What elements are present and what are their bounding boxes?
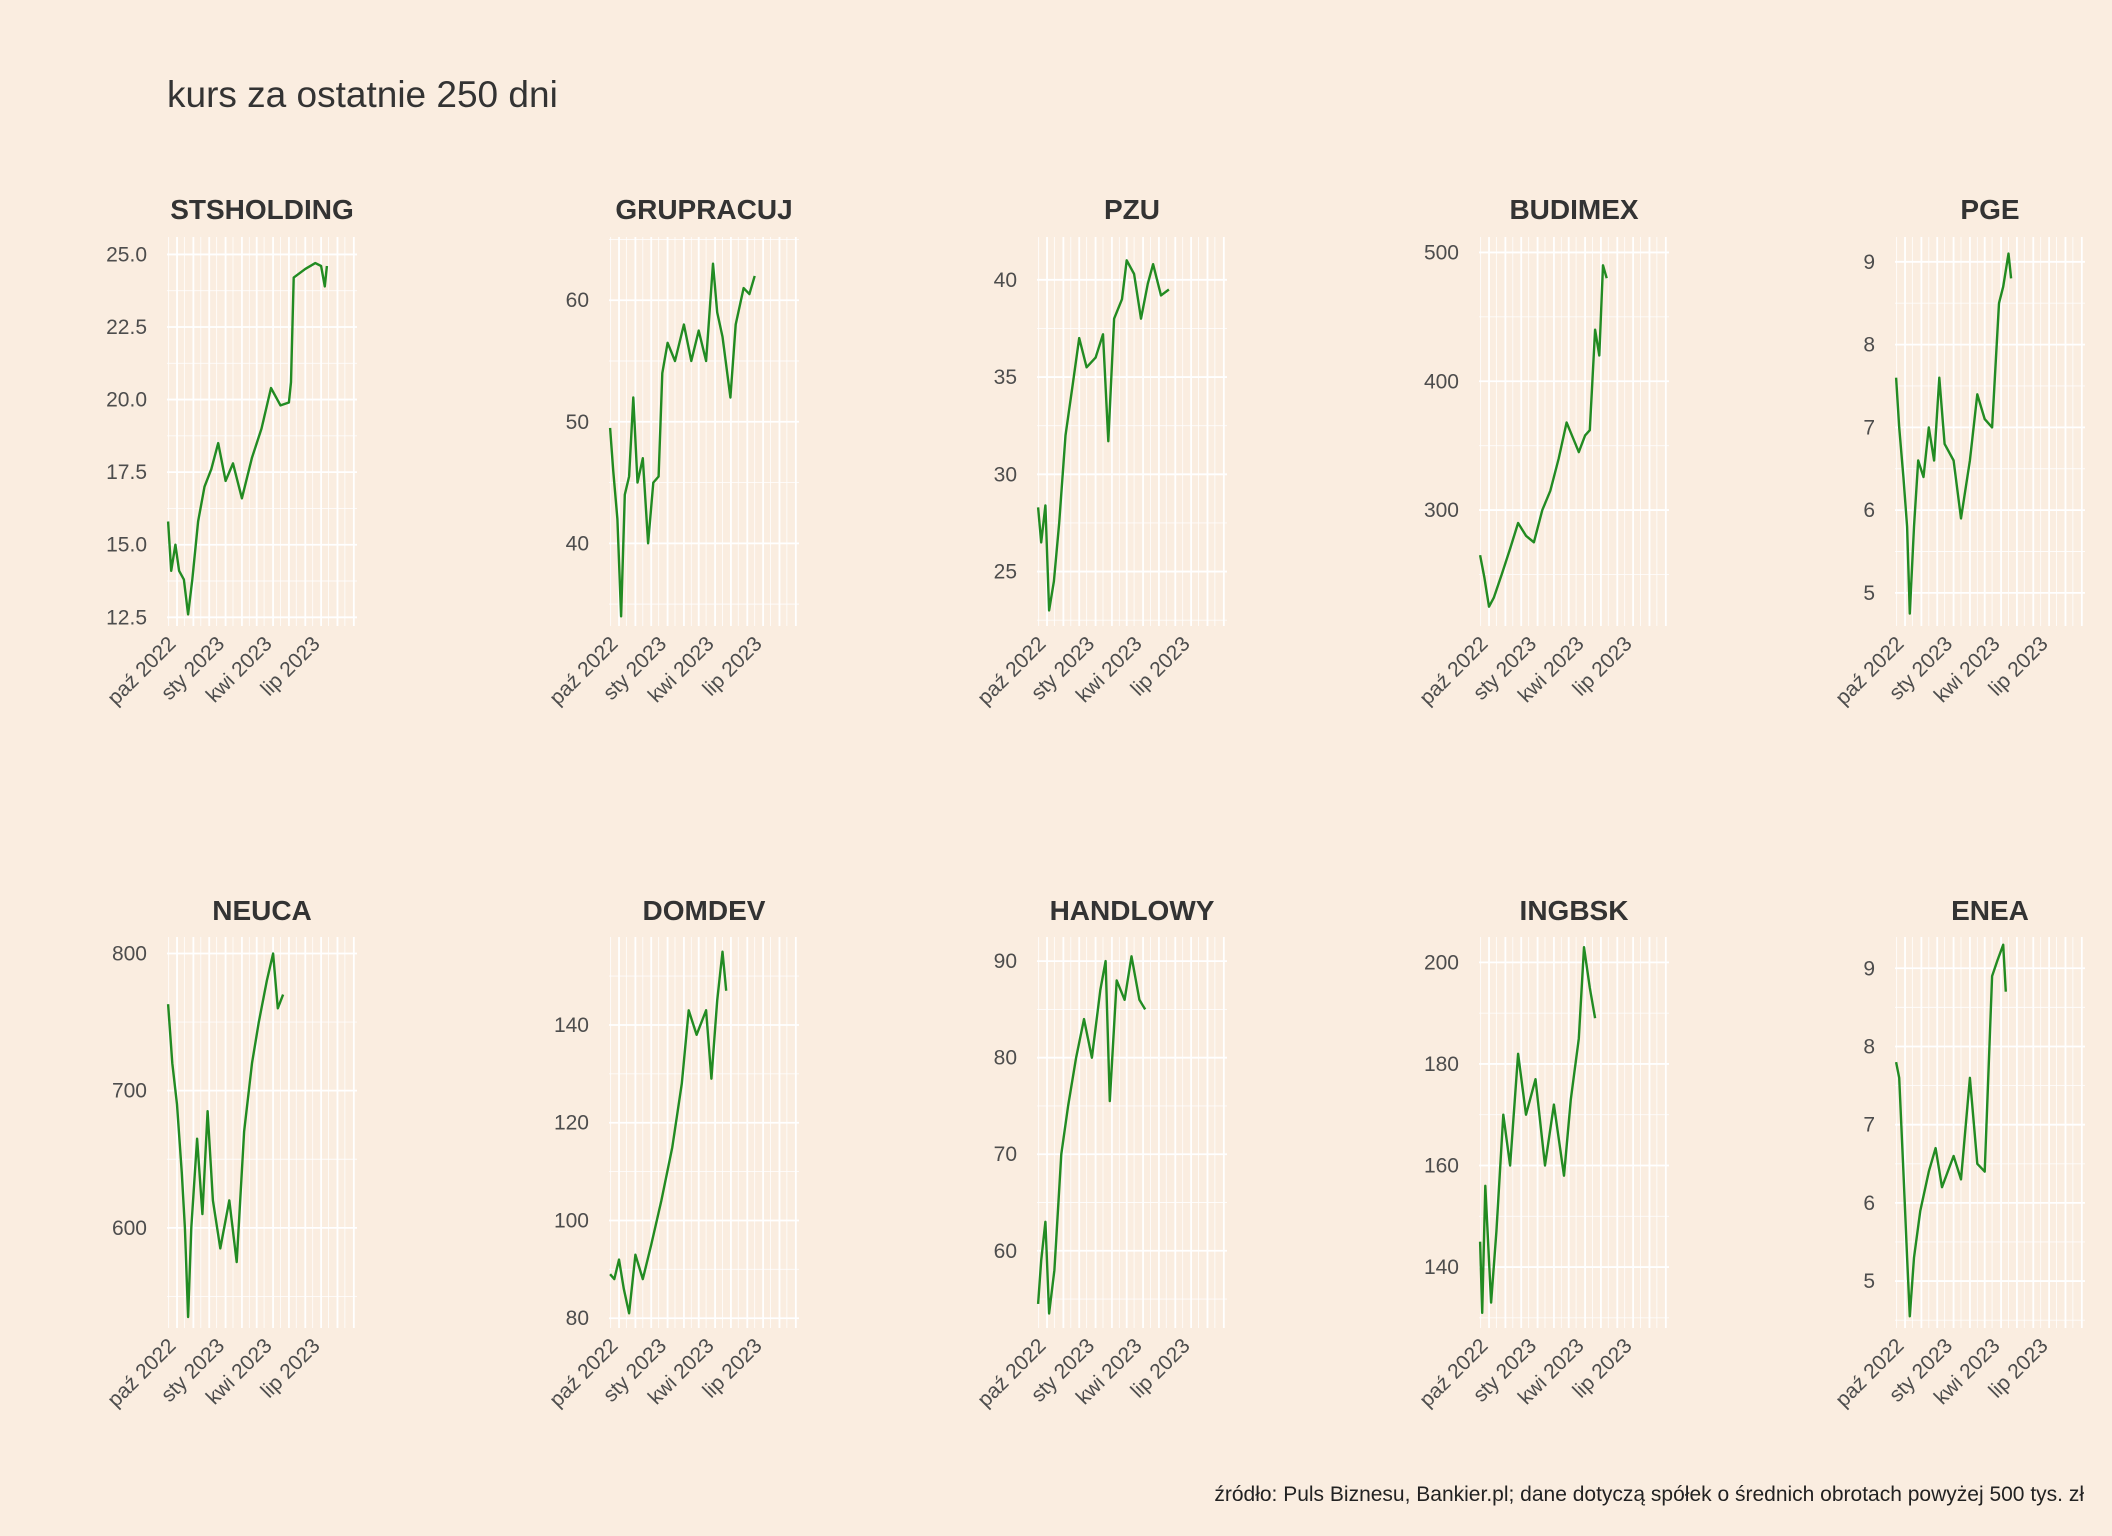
y-tick-label: 180	[1424, 1053, 1459, 1076]
page-title: kurs za ostatnie 250 dni	[167, 74, 558, 115]
y-tick-label: 200	[1424, 951, 1459, 974]
y-tick-label: 80	[994, 1047, 1017, 1070]
facet-title: HANDLOWY	[1050, 895, 1215, 926]
y-tick-label: 25	[994, 561, 1017, 584]
y-tick-label: 15.0	[106, 534, 147, 557]
y-tick-label: 25.0	[106, 243, 147, 266]
y-tick-label: 60	[566, 289, 589, 312]
y-tick-label: 140	[554, 1014, 589, 1037]
price-line	[1894, 252, 2013, 615]
y-tick-label: 400	[1424, 370, 1459, 393]
y-tick-label: 6	[1863, 499, 1875, 522]
y-tick-label: 60	[994, 1240, 1017, 1263]
y-tick-label: 22.5	[106, 316, 147, 339]
facet-title: INGBSK	[1520, 895, 1629, 926]
y-tick-label: 20.0	[106, 389, 147, 412]
facet-title: NEUCA	[212, 895, 312, 926]
y-tick-label: 35	[994, 366, 1017, 389]
y-tick-label: 8	[1863, 334, 1875, 357]
y-tick-label: 100	[554, 1209, 589, 1232]
y-tick-label: 800	[112, 942, 147, 965]
y-tick-label: 40	[994, 269, 1017, 292]
price-line	[166, 261, 329, 616]
price-line	[609, 950, 728, 1315]
source-caption: źródło: Puls Biznesu, Bankier.pl; dane d…	[1214, 1483, 2084, 1506]
y-tick-label: 5	[1863, 582, 1875, 605]
y-tick-label: 40	[566, 532, 589, 555]
y-tick-label: 140	[1424, 1256, 1459, 1279]
y-tick-label: 50	[566, 411, 589, 434]
facet-title: GRUPRACUJ	[615, 194, 792, 225]
y-tick-label: 300	[1424, 499, 1459, 522]
y-tick-label: 7	[1863, 416, 1875, 439]
facet-title: STSHOLDING	[170, 194, 354, 225]
facet-title: BUDIMEX	[1509, 194, 1638, 225]
y-tick-label: 5	[1863, 1270, 1875, 1293]
price-line	[608, 262, 756, 618]
y-tick-label: 30	[994, 463, 1017, 486]
y-tick-label: 7	[1863, 1114, 1875, 1137]
y-tick-label: 70	[994, 1143, 1017, 1166]
y-tick-label: 120	[554, 1112, 589, 1135]
y-tick-label: 8	[1863, 1035, 1875, 1058]
y-tick-label: 6	[1863, 1192, 1875, 1215]
y-tick-label: 9	[1863, 957, 1875, 980]
y-tick-label: 80	[566, 1307, 589, 1330]
y-tick-label: 600	[112, 1217, 147, 1240]
y-tick-label: 500	[1424, 241, 1459, 264]
price-line	[1478, 264, 1608, 608]
y-tick-label: 12.5	[106, 606, 147, 629]
y-tick-label: 90	[994, 950, 1017, 973]
y-tick-label: 17.5	[106, 461, 147, 484]
facet-title: PGE	[1960, 194, 2019, 225]
y-tick-label: 9	[1863, 251, 1875, 274]
facet-title: DOMDEV	[643, 895, 766, 926]
price-line	[166, 952, 285, 1319]
facet-title: PZU	[1104, 194, 1160, 225]
y-tick-label: 160	[1424, 1155, 1459, 1178]
price-line	[1478, 946, 1597, 1315]
price-line	[1036, 955, 1147, 1315]
price-line	[1036, 259, 1170, 612]
y-tick-label: 700	[112, 1080, 147, 1103]
price-line	[1894, 943, 2007, 1318]
facet-title: ENEA	[1951, 895, 2029, 926]
